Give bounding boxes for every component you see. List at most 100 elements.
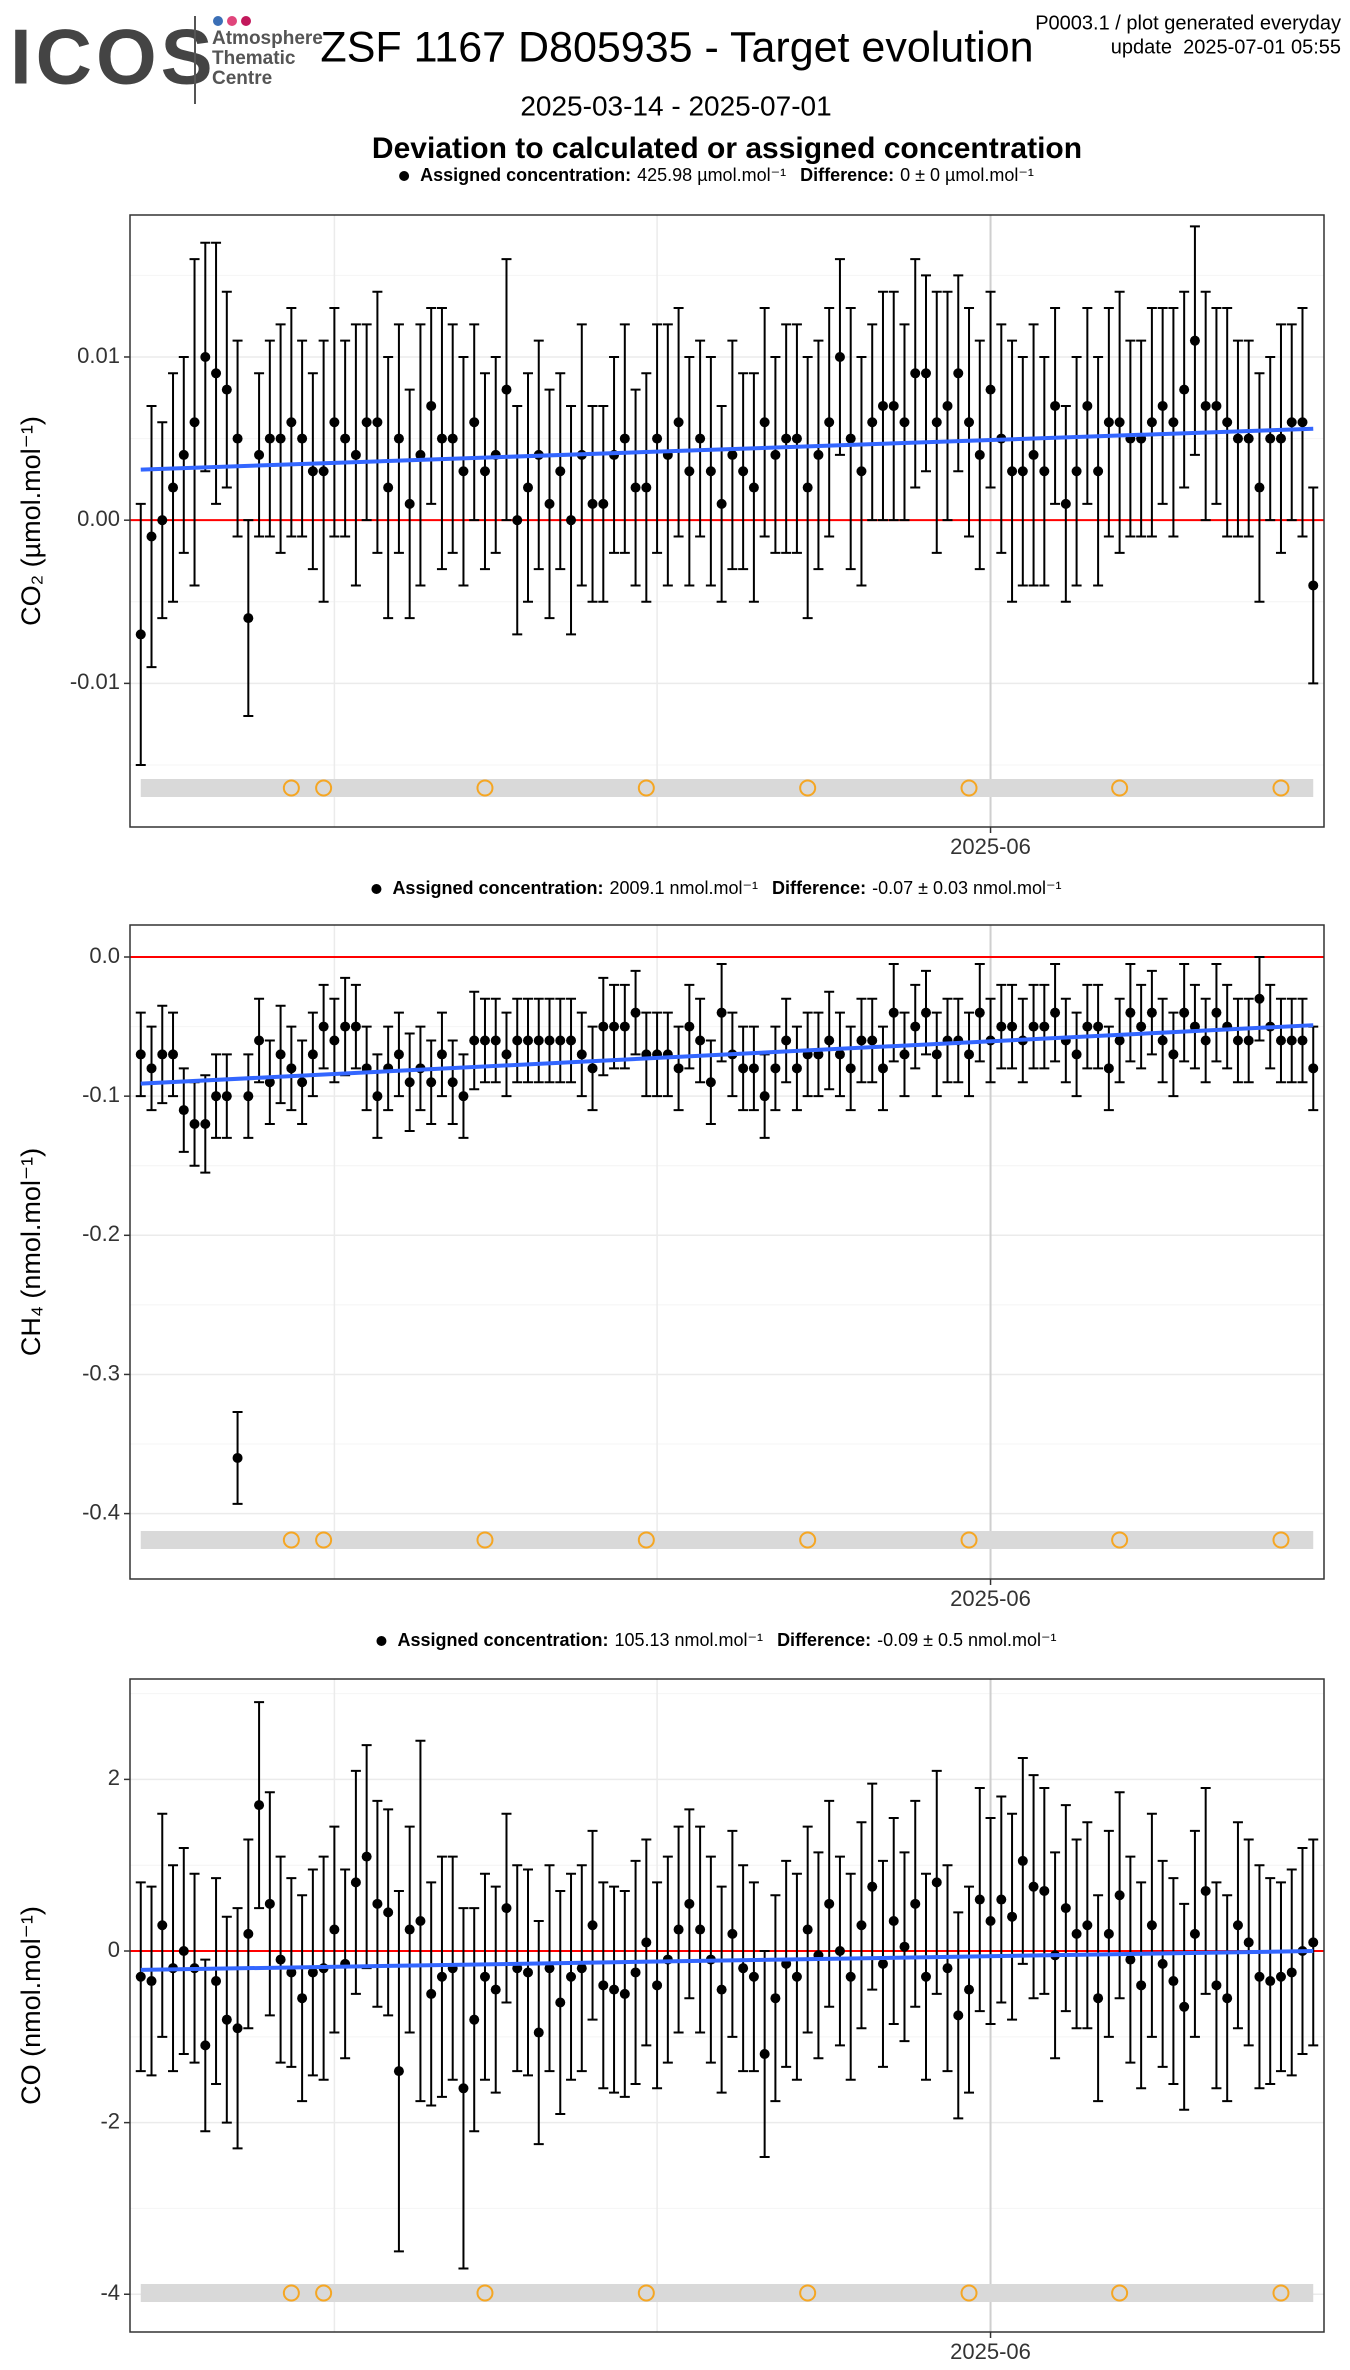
event-marker [799, 779, 817, 797]
data-point [426, 1077, 437, 1088]
data-point [307, 466, 318, 477]
caption-part: -0.09 ± 0.5 nmol.mol⁻¹ [877, 1630, 1056, 1650]
data-point [1286, 417, 1297, 428]
data-point [673, 1924, 684, 1935]
data-point [921, 1007, 931, 1018]
data-point [899, 1049, 910, 1060]
event-marker [1111, 1531, 1129, 1549]
data-point [910, 1898, 921, 1909]
data-point [501, 1049, 512, 1060]
data-point [630, 1967, 641, 1978]
data-point [361, 417, 372, 428]
caption-part: Difference: [777, 1630, 871, 1650]
legend-symbol [376, 1636, 387, 1646]
data-point [275, 1954, 286, 1965]
event-marker [637, 2284, 655, 2302]
data-point [1060, 498, 1071, 509]
data-point [845, 1971, 856, 1982]
caption: Assigned concentration: 2009.1 nmol.mol⁻¹… [392, 878, 1061, 898]
data-point [770, 449, 781, 460]
data-point [1179, 1007, 1190, 1018]
logo-text: Atmosphere [212, 28, 323, 49]
data-point [146, 531, 157, 542]
data-point [297, 1993, 308, 2004]
legend-symbol [399, 171, 410, 181]
data-point [609, 1021, 620, 1032]
data-point [824, 1035, 835, 1046]
data-point [469, 417, 480, 428]
event-marker [315, 779, 333, 797]
data-point [716, 1984, 727, 1995]
data-point [544, 1035, 555, 1046]
data-point [393, 2066, 404, 2077]
data-point [1028, 1881, 1039, 1892]
data-point [1308, 1063, 1319, 1074]
data-point [146, 1063, 157, 1074]
data-point [1179, 2001, 1190, 2012]
data-point [1275, 1971, 1286, 1982]
data-point [350, 1021, 361, 1032]
data-point [426, 1988, 437, 1999]
event-marker [1272, 779, 1290, 797]
data-point [705, 466, 716, 477]
data-point [178, 1946, 189, 1957]
caption: Assigned concentration: 425.98 µmol.mol⁻¹… [420, 165, 1034, 185]
data-point [1136, 1021, 1147, 1032]
data-point [931, 1049, 942, 1060]
data-point [695, 1035, 706, 1046]
data-point [931, 1877, 942, 1888]
data-point [888, 400, 899, 411]
data-point [383, 1907, 394, 1918]
data-point [1103, 417, 1114, 428]
caption: Assigned concentration: 105.13 nmol.mol⁻¹… [397, 1630, 1056, 1650]
data-point [619, 1988, 630, 1999]
data-point [1093, 1021, 1104, 1032]
data-point [619, 433, 630, 444]
data-point [243, 1091, 254, 1102]
data-point [232, 2023, 243, 2034]
data-point [523, 1035, 533, 1046]
logo-text: Centre [212, 68, 272, 89]
data-point [264, 1898, 275, 1909]
data-point [232, 433, 243, 444]
data-point [1103, 1928, 1114, 1939]
data-point [1265, 433, 1276, 444]
data-point [1146, 417, 1157, 428]
data-point [1082, 1021, 1093, 1032]
data-point [1211, 1980, 1222, 1991]
data-point [1114, 1890, 1125, 1901]
data-point [781, 1035, 792, 1046]
marker-band [140, 779, 1314, 797]
data-point [544, 1963, 555, 1974]
data-point [221, 1091, 232, 1102]
data-point [877, 1063, 888, 1074]
data-point [404, 1924, 415, 1935]
data-point [1308, 580, 1319, 591]
data-point [942, 400, 953, 411]
y-tick-label: -4 [100, 2280, 120, 2305]
data-point [813, 449, 824, 460]
data-point [361, 1851, 372, 1862]
y-tick-label: -0.1 [82, 1082, 120, 1107]
data-point [533, 2027, 544, 2038]
data-point [673, 417, 684, 428]
data-point [479, 1971, 490, 1982]
data-point [652, 433, 663, 444]
data-point [555, 466, 566, 477]
data-point [964, 1049, 975, 1060]
data-point [942, 1963, 953, 1974]
data-point [318, 1021, 329, 1032]
data-point [888, 1007, 899, 1018]
data-point [1168, 1049, 1179, 1060]
event-marker [637, 779, 655, 797]
event-marker [1111, 2284, 1129, 2302]
event-marker [1272, 1531, 1290, 1549]
event-marker [960, 2284, 978, 2302]
data-point [652, 1980, 663, 1991]
data-point [1265, 1976, 1276, 1987]
data-point [555, 1035, 566, 1046]
data-point [307, 1967, 318, 1978]
data-point [834, 351, 845, 362]
data-point [1136, 1980, 1147, 1991]
data-point [953, 2010, 964, 2021]
